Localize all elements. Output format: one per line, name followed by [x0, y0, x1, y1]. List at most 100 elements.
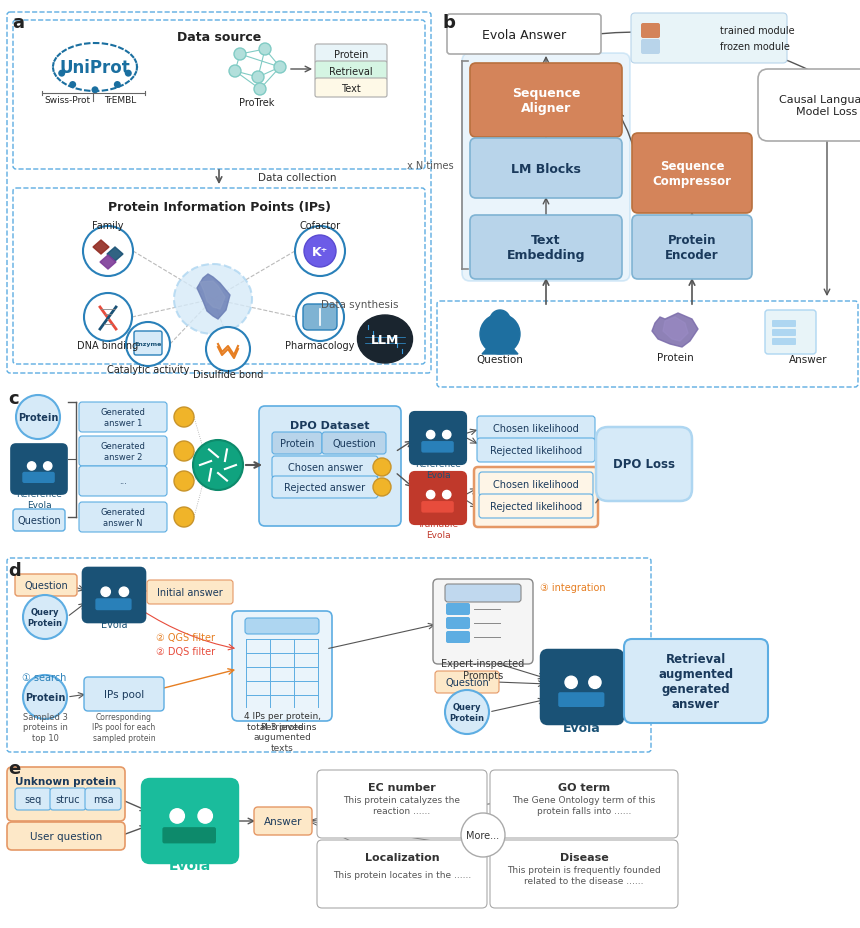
Text: Generated
answer 2: Generated answer 2 [101, 442, 145, 461]
Text: Protein: Protein [280, 439, 314, 448]
Text: TrEMBL: TrEMBL [104, 96, 136, 104]
Circle shape [490, 311, 510, 330]
Circle shape [427, 491, 435, 499]
Text: Cofactor: Cofactor [299, 221, 341, 231]
Text: Evola Answer: Evola Answer [482, 29, 566, 42]
Circle shape [234, 49, 246, 61]
FancyBboxPatch shape [479, 495, 593, 519]
Circle shape [44, 462, 52, 470]
Circle shape [114, 82, 121, 89]
Circle shape [254, 84, 266, 96]
FancyBboxPatch shape [446, 603, 470, 615]
Circle shape [443, 431, 451, 439]
Circle shape [174, 407, 194, 428]
Circle shape [193, 441, 243, 491]
Text: DPO Loss: DPO Loss [613, 458, 675, 471]
Circle shape [28, 462, 36, 470]
Text: Chosen answer: Chosen answer [287, 462, 362, 472]
Circle shape [373, 458, 391, 476]
Text: Unknown protein: Unknown protein [15, 776, 117, 786]
Text: Swiss-Prot: Swiss-Prot [44, 96, 90, 104]
Circle shape [252, 72, 264, 84]
Text: Data synthesis: Data synthesis [322, 300, 399, 310]
Text: Disulfide bond: Disulfide bond [193, 369, 263, 380]
Text: Retrieved
augumented
texts: Retrieved augumented texts [253, 722, 311, 752]
Circle shape [126, 323, 170, 367]
FancyBboxPatch shape [445, 585, 521, 602]
Polygon shape [652, 314, 698, 348]
Text: Family: Family [92, 221, 124, 231]
Text: e: e [8, 759, 21, 777]
FancyBboxPatch shape [22, 472, 55, 483]
Text: Answer: Answer [789, 354, 827, 365]
FancyBboxPatch shape [272, 457, 378, 479]
Text: Trainable
Evola: Trainable Evola [417, 520, 458, 539]
Text: Generated
answer N: Generated answer N [101, 508, 145, 527]
Text: Generated
answer 1: Generated answer 1 [101, 408, 145, 427]
Text: Data collection: Data collection [258, 173, 336, 183]
Text: Answer: Answer [264, 816, 302, 826]
Text: IPs pool: IPs pool [104, 690, 144, 699]
Text: ② QGS filter: ② QGS filter [156, 632, 215, 642]
Text: ① search: ① search [22, 672, 66, 682]
Text: b: b [442, 14, 455, 32]
Polygon shape [663, 317, 688, 342]
FancyBboxPatch shape [447, 15, 601, 55]
Text: DPO Dataset: DPO Dataset [291, 420, 370, 431]
FancyBboxPatch shape [142, 779, 238, 863]
FancyBboxPatch shape [772, 321, 796, 328]
Text: Protein: Protein [18, 413, 58, 422]
Text: This protein catalyzes the
reaction ......: This protein catalyzes the reaction ....… [343, 795, 460, 815]
Text: Sequence
Compressor: Sequence Compressor [653, 160, 732, 187]
FancyBboxPatch shape [322, 432, 386, 455]
Text: Chosen likelihood: Chosen likelihood [493, 423, 579, 433]
Circle shape [125, 71, 132, 78]
Circle shape [174, 508, 194, 527]
Text: Question: Question [332, 439, 376, 448]
FancyBboxPatch shape [631, 14, 787, 64]
Text: ProTrek: ProTrek [239, 97, 274, 108]
FancyBboxPatch shape [79, 436, 167, 467]
Circle shape [274, 62, 286, 74]
Text: Rejected likelihood: Rejected likelihood [490, 501, 582, 511]
FancyBboxPatch shape [315, 79, 387, 97]
FancyBboxPatch shape [315, 62, 387, 81]
Circle shape [83, 226, 133, 277]
Text: Localization: Localization [365, 852, 439, 862]
Polygon shape [200, 282, 225, 310]
Text: Retrieval
augmented
generated
answer: Retrieval augmented generated answer [659, 652, 734, 710]
Text: c: c [8, 390, 19, 407]
Text: ② DQS filter: ② DQS filter [156, 646, 215, 656]
FancyBboxPatch shape [410, 413, 466, 465]
FancyBboxPatch shape [259, 406, 401, 526]
Text: Protein: Protein [25, 692, 65, 702]
FancyBboxPatch shape [232, 612, 332, 721]
Text: Reference
Evola: Reference Evola [415, 459, 461, 479]
Circle shape [170, 809, 184, 823]
FancyBboxPatch shape [95, 599, 132, 611]
Text: Evola: Evola [169, 858, 211, 872]
FancyBboxPatch shape [315, 45, 387, 64]
FancyBboxPatch shape [84, 677, 164, 711]
Circle shape [373, 479, 391, 496]
Text: The Gene Ontology term of this
protein falls into ......: The Gene Ontology term of this protein f… [513, 795, 655, 815]
FancyBboxPatch shape [632, 216, 752, 279]
Circle shape [174, 471, 194, 492]
Text: Reference
Evola: Reference Evola [16, 490, 62, 509]
FancyBboxPatch shape [303, 304, 337, 330]
Text: frozen module: frozen module [720, 42, 789, 52]
FancyBboxPatch shape [490, 770, 678, 838]
FancyBboxPatch shape [632, 134, 752, 213]
Circle shape [16, 395, 60, 440]
Text: LM Blocks: LM Blocks [511, 162, 581, 175]
Text: EC number: EC number [368, 782, 436, 793]
Text: seq: seq [24, 794, 41, 805]
FancyBboxPatch shape [85, 788, 121, 810]
FancyBboxPatch shape [272, 476, 378, 498]
Circle shape [445, 690, 489, 734]
Circle shape [23, 676, 67, 719]
Text: Protein
Encoder: Protein Encoder [665, 234, 719, 262]
FancyBboxPatch shape [765, 311, 816, 354]
Text: Corresponding
IPs pool for each
sampled protein: Corresponding IPs pool for each sampled … [92, 713, 156, 742]
Circle shape [198, 809, 212, 823]
